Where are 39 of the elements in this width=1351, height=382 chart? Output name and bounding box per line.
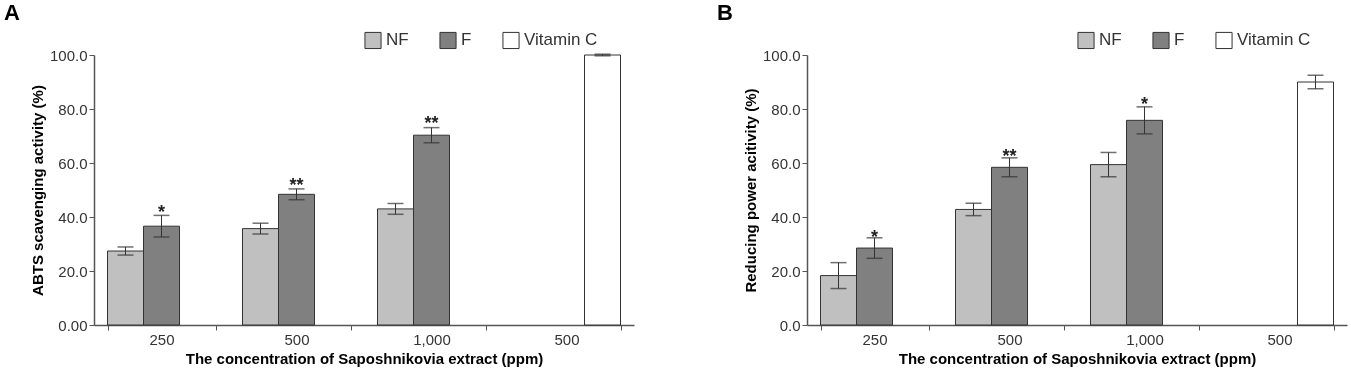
annotation: * <box>1140 94 1149 115</box>
y-tick-label: 60.0 <box>58 154 88 172</box>
annotation: ** <box>424 113 439 134</box>
x-tick-label: 500 <box>284 330 310 348</box>
x-axis-title: The concentration of Saposhnikovia extract (ppm) <box>898 349 1257 367</box>
chart-title: B <box>717 0 733 25</box>
y-tick-label: 60.0 <box>771 154 801 172</box>
y-tick-label: 40.0 <box>771 208 801 226</box>
y-tick-label: 80.0 <box>58 100 88 118</box>
y-tick-label: 20.0 <box>58 262 88 280</box>
legend-label: NF <box>1099 30 1122 50</box>
y-tick-label: 0.00 <box>58 316 88 334</box>
annotation: * <box>157 202 166 223</box>
y-tick-label: 20.0 <box>771 262 801 280</box>
y-tick-label: 100.0 <box>762 46 801 64</box>
x-tick-label: 1,000 <box>413 330 451 348</box>
y-tick-label: 80.0 <box>771 100 801 118</box>
x-tick-label: 500 <box>1267 330 1293 348</box>
legend-label: F <box>1174 30 1185 50</box>
bar <box>584 54 621 326</box>
y-tick-label: 100.0 <box>49 46 88 64</box>
x-tick-label: 250 <box>862 330 888 348</box>
annotation: ** <box>1002 145 1017 166</box>
annotation: * <box>870 226 879 247</box>
legend-label: Vitamin C <box>1237 30 1311 50</box>
x-tick-label: 500 <box>554 330 580 348</box>
legend-label: Vitamin C <box>524 30 598 50</box>
y-tick-label: 0.0 <box>779 316 801 334</box>
legend-label: NF <box>386 30 409 50</box>
x-tick-label: 250 <box>149 330 175 348</box>
x-tick-label: 500 <box>997 330 1023 348</box>
legend-label: F <box>461 30 472 50</box>
x-axis-title: The concentration of Saposhnikovia extract (ppm) <box>185 349 544 367</box>
annotation: ** <box>289 175 304 196</box>
chart-title: A <box>4 0 20 25</box>
y-tick-label: 40.0 <box>58 208 88 226</box>
y-axis-title: Reducing power acitivity (%) <box>741 88 759 293</box>
y-axis-title: ABTS scavenging activity (%) <box>28 85 46 296</box>
x-tick-label: 1,000 <box>1126 330 1164 348</box>
